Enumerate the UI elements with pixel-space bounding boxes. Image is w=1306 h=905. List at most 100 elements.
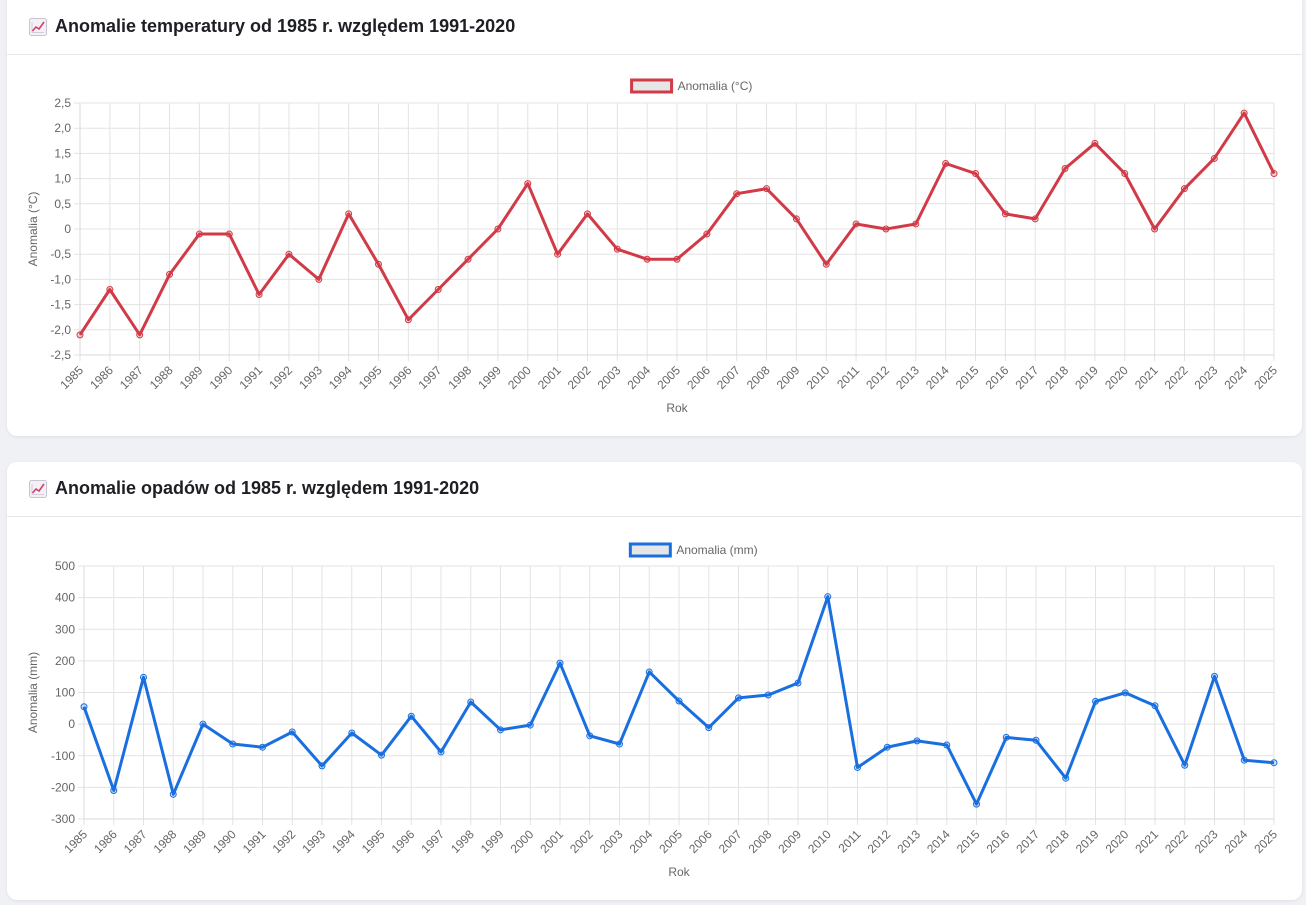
data-point[interactable] — [824, 593, 832, 601]
data-point[interactable] — [913, 737, 921, 745]
data-point[interactable] — [1210, 154, 1218, 162]
data-point[interactable] — [705, 724, 713, 732]
data-point[interactable] — [464, 255, 472, 263]
data-point[interactable] — [1180, 185, 1188, 193]
data-point[interactable] — [763, 185, 771, 193]
data-point[interactable] — [1062, 774, 1070, 782]
data-point[interactable] — [912, 220, 920, 228]
data-point[interactable] — [497, 726, 504, 734]
data-point[interactable] — [616, 740, 623, 748]
data-point[interactable] — [1270, 759, 1278, 767]
data-point[interactable] — [195, 230, 203, 238]
data-point[interactable] — [942, 159, 950, 167]
data-point[interactable] — [1151, 225, 1159, 233]
data-point[interactable] — [467, 698, 475, 706]
data-point[interactable] — [645, 668, 653, 676]
data-point[interactable] — [735, 694, 742, 702]
data-point[interactable] — [80, 703, 88, 711]
data-point[interactable] — [288, 728, 296, 736]
data-point[interactable] — [225, 230, 233, 238]
data-point[interactable] — [1032, 736, 1040, 744]
data-point[interactable] — [318, 762, 326, 770]
data-point[interactable] — [285, 250, 293, 258]
data-point[interactable] — [1270, 170, 1278, 178]
y-tick-label: 2,0 — [54, 121, 71, 135]
data-point[interactable] — [586, 732, 594, 740]
x-tick-label: 2005 — [656, 827, 685, 856]
data-point[interactable] — [882, 225, 890, 233]
data-point[interactable] — [1061, 165, 1069, 173]
data-point[interactable] — [1211, 672, 1218, 680]
grid — [74, 102, 1275, 361]
data-point[interactable] — [792, 215, 800, 223]
data-point[interactable] — [613, 245, 621, 253]
data-point[interactable] — [1240, 756, 1248, 764]
data-point[interactable] — [673, 255, 681, 263]
data-point[interactable] — [1002, 733, 1010, 741]
x-tick-label: 2022 — [1162, 363, 1191, 392]
x-tick-label: 1992 — [270, 827, 299, 856]
data-point[interactable] — [822, 260, 830, 268]
data-point[interactable] — [526, 721, 534, 729]
data-point[interactable] — [348, 729, 356, 737]
legend[interactable]: Anomalia (°C) — [630, 78, 753, 94]
data-point[interactable] — [643, 255, 651, 263]
data-point[interactable] — [375, 260, 382, 268]
data-point[interactable] — [136, 331, 144, 339]
data-point[interactable] — [883, 743, 891, 751]
data-point[interactable] — [583, 210, 591, 218]
x-tick-label: 2012 — [863, 363, 892, 392]
data-point[interactable] — [345, 210, 353, 218]
data-point[interactable] — [110, 787, 118, 795]
data-point[interactable] — [1031, 215, 1039, 223]
data-point[interactable] — [407, 712, 415, 720]
data-point[interactable] — [434, 285, 442, 293]
x-tick-label: 1995 — [359, 827, 388, 856]
data-point[interactable] — [794, 679, 802, 687]
data-point[interactable] — [437, 748, 445, 756]
data-point[interactable] — [972, 170, 979, 178]
data-point[interactable] — [259, 743, 266, 751]
x-tick-label: 2020 — [1103, 827, 1132, 856]
x-tick-label: 2021 — [1132, 363, 1161, 392]
data-point[interactable] — [764, 691, 772, 699]
data-point[interactable] — [166, 270, 174, 278]
data-point[interactable] — [733, 190, 741, 198]
x-tick-label: 2008 — [744, 363, 773, 392]
data-point[interactable] — [1181, 761, 1189, 769]
data-point[interactable] — [524, 180, 532, 188]
data-point[interactable] — [229, 740, 237, 748]
y-tick-label: -2,0 — [50, 323, 71, 337]
data-point[interactable] — [1240, 109, 1248, 117]
data-point[interactable] — [1151, 702, 1159, 710]
data-point[interactable] — [140, 673, 147, 681]
x-tick-label: 1996 — [389, 827, 418, 856]
x-tick-label: 2018 — [1042, 363, 1071, 392]
data-point[interactable] — [1091, 139, 1099, 147]
data-point[interactable] — [315, 275, 323, 283]
data-point[interactable] — [1001, 210, 1009, 218]
data-point[interactable] — [1121, 170, 1129, 178]
data-point[interactable] — [169, 790, 177, 798]
data-point[interactable] — [554, 250, 562, 258]
data-point[interactable] — [852, 220, 860, 228]
data-point[interactable] — [199, 720, 207, 728]
legend[interactable]: Anomalia (mm) — [628, 542, 758, 558]
x-tick-label: 2025 — [1251, 363, 1280, 392]
data-point[interactable] — [854, 763, 861, 771]
data-point[interactable] — [703, 230, 711, 238]
data-point[interactable] — [973, 800, 980, 808]
data-point[interactable] — [106, 285, 114, 293]
data-point[interactable] — [255, 291, 263, 299]
data-point[interactable] — [943, 741, 951, 749]
data-point[interactable] — [378, 751, 385, 759]
data-point[interactable] — [494, 225, 502, 233]
x-tick-label: 2000 — [505, 363, 534, 392]
data-point[interactable] — [675, 697, 683, 705]
y-tick-label: 200 — [55, 654, 75, 668]
data-point[interactable] — [1092, 697, 1099, 705]
data-point[interactable] — [404, 316, 412, 324]
data-point[interactable] — [556, 659, 564, 667]
data-point[interactable] — [1121, 689, 1129, 697]
data-point[interactable] — [76, 331, 84, 339]
